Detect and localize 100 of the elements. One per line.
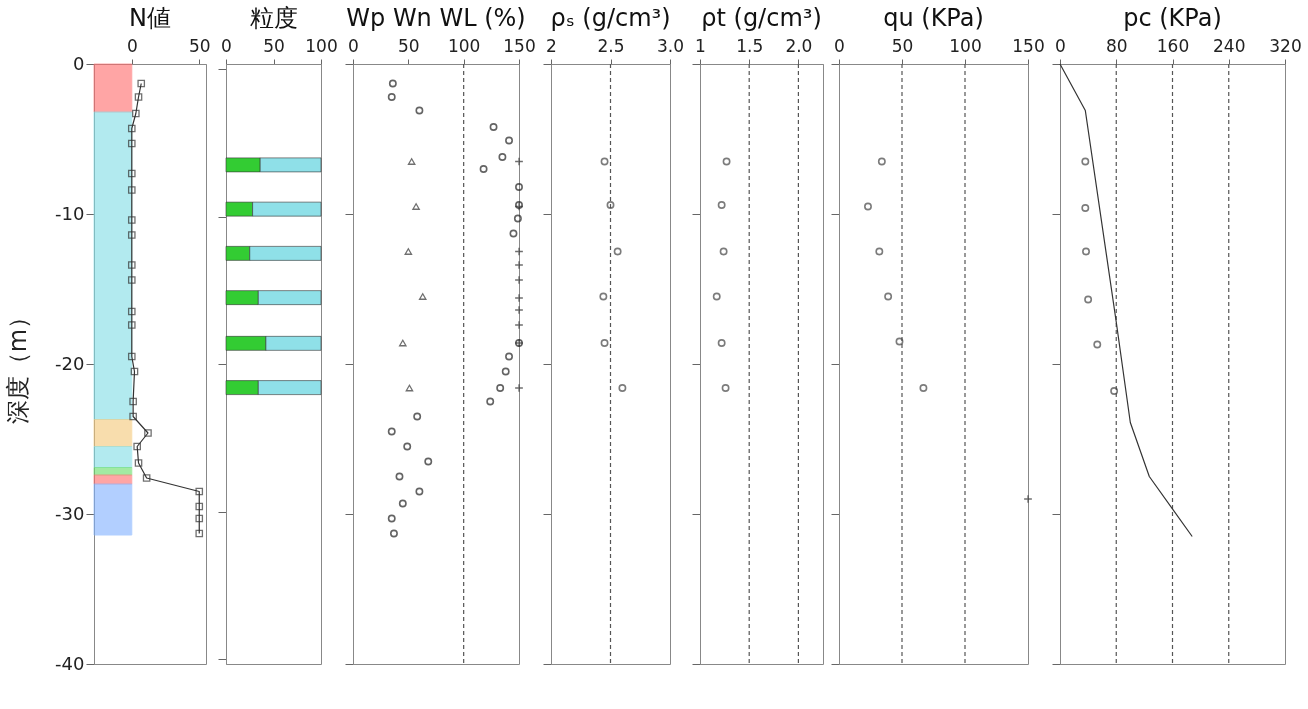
point [498, 153, 507, 161]
point [613, 247, 622, 256]
point [509, 229, 518, 238]
x-tick-label: 80 [1105, 35, 1128, 56]
point [395, 472, 404, 481]
point [1093, 340, 1102, 349]
point [127, 139, 136, 148]
chart-title: ρₛ (g/cm³) [550, 4, 671, 32]
x-tick-label: 240 [1213, 35, 1246, 56]
point [387, 514, 396, 523]
x-tick-label: 100 [305, 35, 338, 56]
point [864, 202, 872, 211]
point [142, 474, 151, 482]
y-tick-label: -30 [55, 502, 85, 524]
point [895, 337, 904, 346]
point [513, 214, 522, 223]
chart-title: N値 [129, 4, 171, 32]
point [195, 529, 204, 538]
x-tick-label: 0 [348, 35, 359, 56]
y-tick-label: -40 [55, 652, 85, 674]
point [195, 487, 204, 496]
y-tick-label: -20 [55, 352, 85, 374]
point [137, 79, 146, 88]
point [127, 186, 136, 194]
point [712, 292, 721, 301]
x-tick-label: 150 [503, 35, 536, 56]
point [403, 442, 412, 451]
point [515, 183, 523, 191]
point [129, 412, 137, 421]
x-tick-label: 3.0 [656, 35, 685, 56]
point [127, 216, 136, 224]
point [919, 384, 928, 392]
point [389, 529, 398, 538]
point [514, 320, 524, 330]
chart-title: ρt (g/cm³) [701, 4, 822, 32]
y-tick-label: -10 [55, 202, 85, 224]
point [144, 429, 152, 437]
point [1082, 247, 1090, 256]
point [388, 79, 397, 88]
point [127, 124, 136, 133]
chart-title: qu (KPa) [883, 4, 984, 32]
point [398, 499, 407, 508]
x-tick-label: 1.5 [736, 35, 764, 56]
point [717, 201, 726, 209]
point [505, 352, 513, 361]
x-tick-label: 0 [1055, 35, 1066, 56]
point [1023, 494, 1033, 504]
point [195, 502, 204, 511]
point [606, 201, 615, 209]
x-tick-label: 320 [1269, 35, 1302, 56]
point [413, 412, 422, 421]
point [514, 260, 524, 270]
point [884, 292, 893, 301]
point [134, 459, 143, 467]
x-tick-label: 0 [126, 35, 138, 56]
point [418, 293, 427, 300]
point [412, 203, 420, 210]
point [127, 276, 136, 284]
point [1084, 295, 1093, 304]
point [489, 123, 498, 131]
chart-title: pc (KPa) [1123, 4, 1222, 32]
point [405, 384, 414, 392]
point [514, 156, 524, 167]
chart-title: Wp Wn WL (%) [346, 4, 526, 32]
point [404, 248, 413, 255]
point [877, 157, 886, 166]
x-tick-label: 100 [447, 35, 481, 56]
point [195, 514, 204, 523]
point [127, 231, 136, 239]
x-tick-label: 50 [398, 35, 420, 56]
point [479, 165, 488, 173]
point [127, 261, 136, 269]
point [387, 427, 396, 436]
point [486, 397, 495, 406]
point [134, 93, 143, 101]
y-tick-label: 0 [73, 52, 85, 74]
x-tick-label: 50 [891, 35, 914, 56]
point [424, 457, 433, 466]
point [127, 352, 136, 361]
point [721, 384, 730, 392]
point [514, 383, 524, 393]
point [717, 339, 726, 347]
x-tick-label: 50 [188, 35, 211, 56]
point [127, 307, 136, 316]
point [398, 339, 407, 347]
point [496, 384, 505, 392]
point [129, 397, 137, 406]
point [514, 305, 524, 315]
point [501, 367, 510, 376]
point [875, 247, 884, 256]
x-tick-label: 0 [221, 35, 232, 56]
point [618, 384, 627, 392]
x-tick-label: 1 [695, 35, 706, 56]
point [415, 487, 424, 496]
point [127, 169, 136, 178]
x-tick-label: 2.5 [597, 35, 625, 56]
point [415, 106, 424, 115]
x-tick-label: 100 [949, 35, 982, 56]
point [133, 442, 141, 451]
point [722, 157, 731, 166]
